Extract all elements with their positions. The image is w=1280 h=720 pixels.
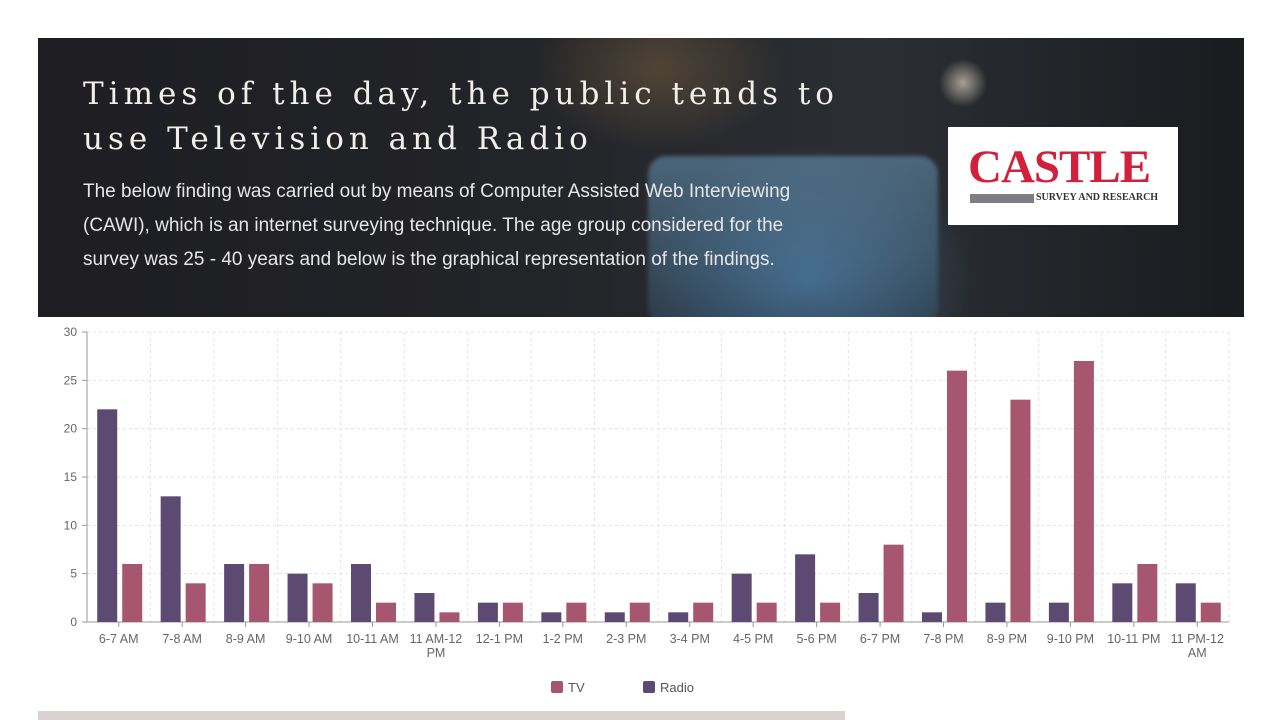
- x-tick-label: 11 AM-12 PM: [410, 632, 463, 660]
- bar-radio: [287, 573, 308, 622]
- x-tick-label: 6-7 PM: [860, 632, 900, 646]
- x-tick-label: 8-9 AM: [226, 632, 266, 646]
- bar-tv: [566, 602, 587, 622]
- x-tick-label: 5-6 PM: [796, 632, 836, 646]
- bar-radio: [795, 554, 816, 622]
- bar-tv: [883, 544, 904, 622]
- bar-tv: [947, 370, 967, 622]
- bar-tv: [629, 602, 650, 622]
- x-tick-label: 7-8 PM: [923, 632, 963, 646]
- bar-radio: [731, 573, 752, 622]
- x-tick-label: 7-8 AM: [162, 632, 202, 646]
- x-tick-label: 12-1 PM: [476, 632, 523, 646]
- legend-swatch-tv: [551, 681, 563, 693]
- x-tick-label: 10-11 AM: [346, 632, 399, 646]
- x-tick-label: 4-5 PM: [733, 632, 773, 646]
- tv-screen-background: [648, 156, 938, 317]
- bar-tv: [185, 583, 206, 622]
- logo-subtitle: SURVEY AND RESEARCH: [1036, 192, 1159, 203]
- y-tick-label: 10: [64, 518, 78, 532]
- bar-tv: [1200, 602, 1221, 622]
- legend-swatch-radio: [643, 681, 655, 693]
- y-tick-label: 0: [70, 615, 77, 629]
- bar-radio: [541, 612, 562, 622]
- bar-tv: [249, 564, 270, 622]
- x-tick-label: 9-10 PM: [1047, 632, 1094, 646]
- bar-chart: 0 5 10 15 20 25 30 6-7 AM 7-8 AM 8-9 AM 9-10 AM 10-…: [64, 325, 1230, 695]
- y-tick-label: 30: [64, 325, 78, 339]
- bar-radio: [1048, 602, 1069, 622]
- bar-radio: [604, 612, 625, 622]
- page-title: Times of the day, the public tends to us…: [83, 76, 839, 157]
- bar-tv: [820, 602, 841, 622]
- y-tick-label: 25: [64, 373, 78, 387]
- y-tick-label: 5: [70, 567, 77, 581]
- bar-radio: [858, 593, 879, 622]
- bar-tv: [1137, 564, 1158, 622]
- bar-tv: [312, 583, 333, 622]
- bar-radio: [985, 602, 1006, 622]
- x-tick-label: 2-3 PM: [606, 632, 646, 646]
- legend-label-radio: Radio: [660, 680, 694, 695]
- logo-wordmark: CASTLE: [968, 141, 1151, 193]
- x-tick-label: 11 PM-12 AM: [1171, 632, 1224, 660]
- bar-tv: [439, 612, 460, 622]
- bar-radio: [1112, 583, 1133, 622]
- x-tick-label: 10-11 PM: [1107, 632, 1160, 646]
- legend-label-tv: TV: [568, 680, 585, 695]
- x-tick-label: 6-7 AM: [99, 632, 139, 646]
- y-tick-label: 20: [64, 422, 78, 436]
- x-tick-label: 3-4 PM: [670, 632, 710, 646]
- bar-radio: [160, 496, 181, 622]
- logo-bar: [970, 194, 1034, 203]
- x-tick-label: 8-9 PM: [987, 632, 1027, 646]
- y-tick-label: 15: [64, 470, 78, 484]
- bar-radio: [922, 612, 942, 622]
- bar-tv: [122, 564, 143, 622]
- bar-tv: [1073, 361, 1094, 622]
- bar-tv: [693, 602, 714, 622]
- bar-tv: [502, 602, 523, 622]
- header-banner: Times of the day, the public tends to us…: [38, 38, 1244, 317]
- bar-radio: [224, 564, 245, 622]
- bar-radio: [351, 564, 371, 622]
- bar-radio: [477, 602, 498, 622]
- bar-tv: [376, 602, 396, 622]
- bar-tv: [1010, 399, 1031, 622]
- bar-radio: [97, 409, 118, 622]
- bar-radio: [1175, 583, 1196, 622]
- bar-radio: [414, 593, 435, 622]
- survey-description: The below finding was carried out by mea…: [83, 181, 791, 270]
- bar-tv: [756, 602, 777, 622]
- footer-strip: [38, 711, 845, 720]
- bar-radio: [668, 612, 689, 622]
- castle-logo: CASTLE SURVEY AND RESEARCH: [948, 127, 1178, 225]
- x-tick-label: 1-2 PM: [543, 632, 583, 646]
- x-tick-label: 9-10 AM: [286, 632, 333, 646]
